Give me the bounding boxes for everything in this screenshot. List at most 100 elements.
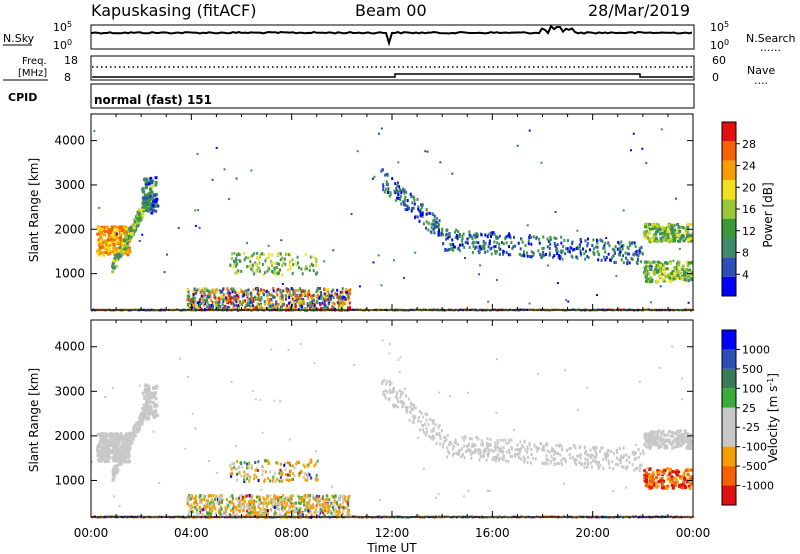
power-data-cell <box>203 303 205 307</box>
power-data-cell <box>246 242 248 245</box>
power-data-cell <box>130 232 134 236</box>
power-data-cell <box>266 294 269 298</box>
power-data-cell <box>446 248 449 252</box>
power-data-cell <box>405 190 408 194</box>
power-data-cell <box>276 304 279 308</box>
velocity-data-cell <box>219 508 222 512</box>
power-data-cell <box>203 298 206 302</box>
power-data-cell <box>678 229 682 233</box>
power-data-cell <box>261 306 263 310</box>
power-data-cell <box>657 228 661 232</box>
power-data-cell <box>450 247 453 251</box>
power-data-cell <box>614 261 617 265</box>
power-data-cell <box>672 237 676 241</box>
velocity-data-cell <box>125 435 129 439</box>
power-data-cell <box>98 242 102 246</box>
power-data-cell <box>263 271 266 275</box>
velocity-data-cell <box>106 451 110 455</box>
power-data-cell <box>313 299 316 302</box>
power-data-cell <box>120 231 124 235</box>
power-data-cell <box>290 294 293 297</box>
velocity-data-cell <box>156 414 160 417</box>
power-data-cell <box>196 288 199 292</box>
power-data-cell <box>112 243 116 246</box>
power-data-cell <box>421 214 424 218</box>
power-data-cell <box>419 210 422 214</box>
power-data-cell <box>226 296 229 300</box>
power-data-cell <box>380 169 383 173</box>
power-data-cell <box>187 298 190 302</box>
power-data-cell <box>486 249 489 253</box>
power-data-cell <box>273 272 276 276</box>
power-data-cell <box>658 232 662 236</box>
power-data-cell <box>273 267 276 271</box>
power-data-cell <box>609 258 612 262</box>
power-data-cell <box>618 246 621 250</box>
power-data-cell <box>649 301 652 304</box>
power-data-cell <box>682 270 686 274</box>
power-data-cell <box>329 294 332 298</box>
power-data-cell <box>453 245 456 249</box>
velocity-data-cell <box>277 507 280 511</box>
power-data-cell <box>434 222 437 226</box>
power-data-cell <box>236 304 239 308</box>
velocity-data-cell <box>214 507 217 511</box>
velocity-data-cell <box>286 504 289 508</box>
power-data-cell <box>458 249 461 253</box>
power-data-cell <box>546 245 549 249</box>
power-data-cell <box>186 298 189 302</box>
power-data-cell <box>127 232 131 235</box>
power-data-cell <box>576 256 579 260</box>
velocity-data-cell <box>132 426 136 430</box>
power-data-cell <box>387 183 389 187</box>
velocity-data-cell <box>119 437 123 441</box>
power-data-cell <box>134 228 138 232</box>
power-data-cell <box>280 294 283 298</box>
power-data-cell <box>676 223 680 226</box>
velocity-data-cell <box>107 456 111 460</box>
power-data-cell <box>678 233 682 237</box>
velocity-data-cell <box>155 384 159 388</box>
velocity-data-cell <box>329 504 332 508</box>
power-data-cell <box>202 292 205 296</box>
power-data-cell <box>686 223 690 226</box>
power-data-cell <box>274 261 277 265</box>
power-data-cell <box>649 227 652 231</box>
power-data-cell <box>582 247 585 251</box>
power-data-cell <box>264 302 267 306</box>
power-data-cell <box>571 255 574 259</box>
nave-tick-low: 0 <box>712 71 719 84</box>
power-data-cell <box>380 127 383 130</box>
power-data-cell <box>238 259 241 263</box>
power-data-cell <box>461 234 464 238</box>
velocity-data-cell <box>281 507 284 511</box>
power-data-cell <box>147 195 151 199</box>
power-data-cell <box>622 261 625 265</box>
power-data-cell <box>192 293 195 296</box>
power-data-cell <box>597 252 600 256</box>
velocity-data-cell <box>199 494 201 498</box>
power-data-cell <box>492 231 495 235</box>
power-data-cell <box>222 298 225 302</box>
power-data-cell <box>154 200 158 204</box>
cpid-strip-frame <box>90 83 695 109</box>
power-data-cell <box>488 242 491 245</box>
velocity-data-cell <box>312 494 314 498</box>
power-data-cell <box>528 302 531 305</box>
power-data-cell <box>319 287 321 290</box>
velocity-data-cell <box>307 501 310 505</box>
power-data-cell <box>575 255 578 259</box>
velocity-data-cell <box>130 441 134 445</box>
power-data-cell <box>326 303 329 307</box>
power-data-cell <box>203 290 206 294</box>
power-colorbar-segment <box>722 238 736 258</box>
power-data-cell <box>271 269 274 273</box>
power-data-cell <box>128 250 132 254</box>
power-data-cell <box>640 245 643 249</box>
velocity-data-cell <box>101 447 105 451</box>
power-data-cell <box>459 243 461 247</box>
velocity-data-cell <box>304 501 307 505</box>
power-data-cell <box>431 212 434 216</box>
power-data-cell <box>643 234 647 237</box>
power-data-cell <box>228 292 231 295</box>
